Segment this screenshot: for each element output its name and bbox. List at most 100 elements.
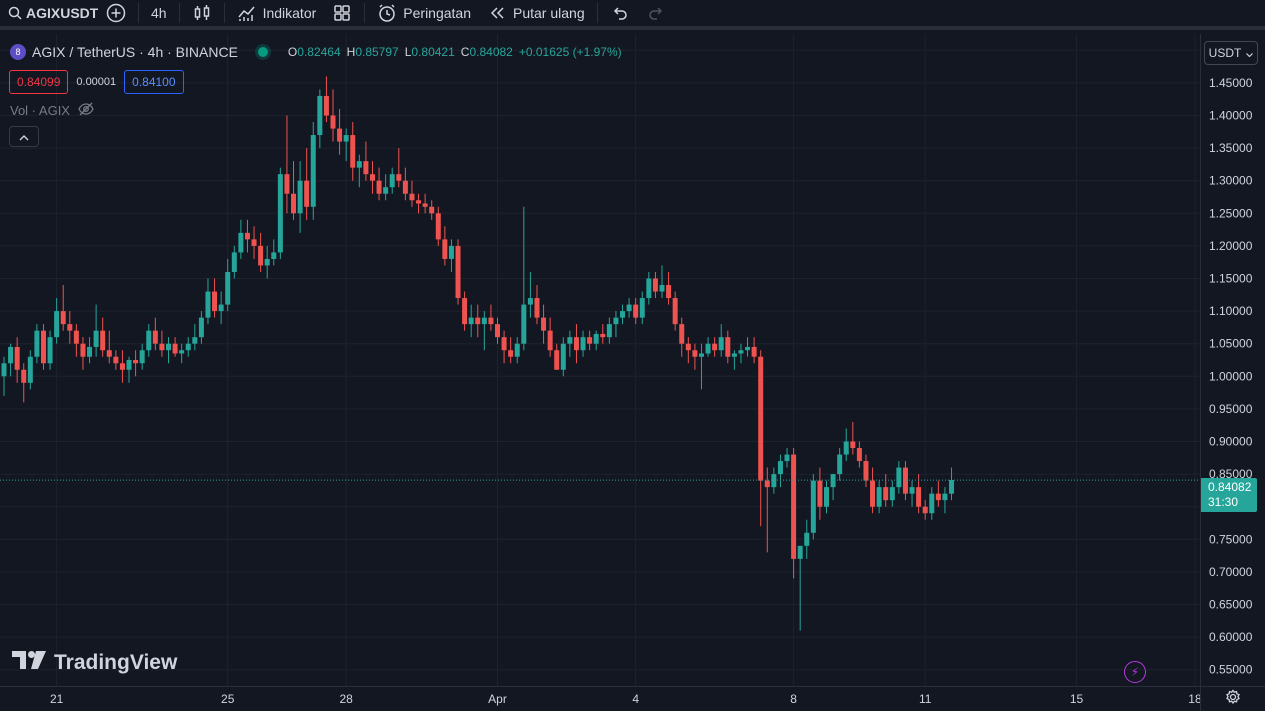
close-value: 0.84082	[469, 45, 513, 59]
candle-body	[383, 187, 389, 194]
candle-body	[949, 479, 955, 494]
candle	[356, 154, 362, 188]
tradingview-watermark[interactable]: TradingView	[12, 651, 177, 675]
candle	[258, 232, 264, 272]
time-tick-label: 21	[50, 692, 64, 706]
candle	[560, 337, 566, 377]
layout-templates-button[interactable]	[324, 0, 360, 28]
candle	[152, 317, 158, 351]
toolbar-divider	[178, 3, 180, 23]
candle-body	[620, 311, 626, 318]
candle	[212, 278, 218, 318]
collapse-legend-button[interactable]	[9, 126, 39, 147]
candle-body	[817, 480, 823, 507]
compare-symbol-button[interactable]	[98, 0, 134, 28]
price-tick-label: 1.00000	[1209, 369, 1253, 383]
candle	[791, 448, 797, 579]
symbol-name: AGIXUSDT	[26, 5, 98, 21]
candle	[633, 298, 639, 325]
candle-body	[481, 317, 487, 325]
last-price-label: 0.84082 31:30	[1201, 478, 1257, 512]
candle-body	[159, 343, 165, 351]
lightning-icon[interactable]: ⚡	[1124, 661, 1146, 683]
redo-button[interactable]	[638, 0, 674, 28]
replay-button[interactable]: Putar ulang	[479, 0, 593, 28]
candle	[198, 311, 204, 344]
candle	[133, 350, 139, 377]
candle-body	[225, 271, 231, 305]
market-open-status-dot[interactable]	[257, 47, 268, 57]
indicators-button[interactable]: Indikator	[229, 0, 325, 28]
volume-indicator-legend[interactable]: Vol · AGIX	[10, 102, 94, 119]
candle	[764, 467, 770, 553]
candle	[67, 311, 73, 344]
candle	[402, 167, 408, 201]
chart-settings-button[interactable]	[1200, 686, 1265, 711]
candle	[442, 226, 448, 266]
candle-body	[198, 317, 204, 338]
candle	[929, 487, 935, 520]
candle-body	[166, 343, 171, 351]
chart-legend: 8 AGIX / TetherUS · 4h · BINANCE O0.8246…	[10, 44, 622, 60]
candle	[205, 278, 211, 325]
candle-body	[192, 337, 198, 344]
symbol-search-button[interactable]: AGIXUSDT	[0, 0, 98, 28]
chart-type-button[interactable]	[184, 0, 220, 28]
candle	[705, 337, 711, 357]
candle	[922, 500, 928, 520]
candle-body	[80, 343, 86, 357]
eye-off-icon[interactable]	[78, 102, 94, 119]
candle-body	[850, 441, 856, 449]
candle	[244, 219, 250, 253]
candle	[80, 337, 86, 370]
candle	[541, 304, 547, 344]
price-tick-label: 1.05000	[1209, 337, 1253, 351]
candle	[119, 350, 125, 383]
candle-body	[837, 454, 843, 475]
alerts-button[interactable]: Peringatan	[369, 0, 479, 28]
time-axis[interactable]	[0, 686, 1200, 711]
candle-body	[271, 252, 277, 259]
candle-body	[935, 493, 941, 501]
candle-body	[593, 333, 599, 344]
candle	[514, 337, 520, 364]
candle-body	[67, 324, 73, 331]
rewind-icon	[487, 3, 507, 23]
high-key: H	[346, 45, 356, 59]
candle	[185, 337, 191, 357]
buy-price-button[interactable]: 0.84100	[124, 70, 184, 94]
low-value: 0.80421	[411, 45, 455, 59]
candle	[126, 356, 132, 383]
candle-body	[40, 330, 46, 364]
sell-price-button[interactable]: 0.84099	[9, 70, 69, 94]
candle-body	[725, 337, 731, 357]
symbol-title[interactable]: AGIX / TetherUS · 4h · BINANCE	[32, 44, 238, 60]
candle	[179, 343, 185, 364]
candle	[409, 180, 415, 207]
undo-button[interactable]	[602, 0, 638, 28]
candle-body	[883, 487, 889, 501]
candle	[455, 239, 461, 305]
candle	[837, 448, 843, 481]
candle-body	[573, 337, 579, 351]
alerts-label: Peringatan	[403, 5, 471, 21]
candle-body	[435, 213, 441, 240]
candle-body	[389, 174, 395, 188]
low-key: L	[404, 45, 412, 59]
candle-body	[297, 180, 303, 214]
high-value: 0.85797	[355, 45, 399, 59]
candle	[797, 545, 803, 631]
watermark-text: TradingView	[54, 651, 178, 674]
currency-select[interactable]: USDT	[1204, 41, 1258, 65]
candle	[166, 337, 171, 364]
candle-body	[304, 180, 310, 207]
candle	[159, 330, 165, 357]
price-axis[interactable]	[1200, 34, 1265, 686]
price-tick-label: 1.25000	[1209, 206, 1253, 220]
undo-icon	[610, 3, 630, 23]
candle-body	[363, 161, 369, 175]
candle	[323, 76, 329, 123]
interval-button[interactable]: 4h	[143, 0, 175, 28]
time-tick-label: 4	[632, 692, 639, 706]
